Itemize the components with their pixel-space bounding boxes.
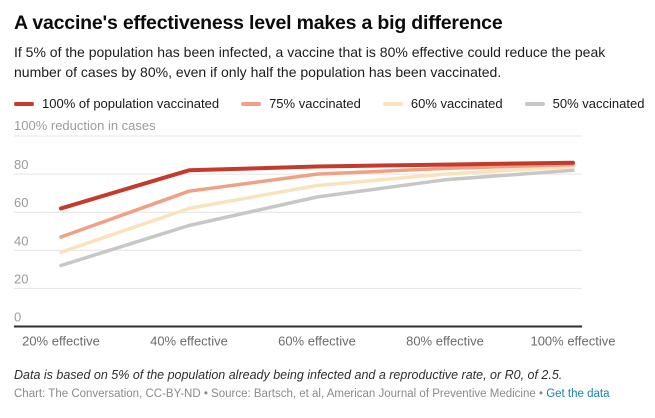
x-axis-label: 100% effective <box>530 333 615 348</box>
x-axis-label: 40% effective <box>150 333 228 348</box>
chart-title: A vaccine's effectiveness level makes a … <box>14 12 503 34</box>
legend-item: 100% of population vaccinated <box>14 96 219 111</box>
footer-note: Data is based on 5% of the population al… <box>14 367 563 382</box>
data-line-50pct-vaccinated <box>59 168 575 267</box>
data-line-100pct-vaccinated <box>59 160 575 210</box>
y-axis-label: 40 <box>14 233 28 248</box>
y-axis-label: 60 <box>14 195 28 210</box>
x-axis-label: 20% effective <box>22 333 100 348</box>
credit-text: Chart: The Conversation, CC-BY-ND • Sour… <box>14 387 547 400</box>
data-line-60pct-vaccinated <box>59 164 575 254</box>
line-chart: 100% reduction in cases 80 60 40 20 0 20% effe… <box>0 118 655 360</box>
legend-item: 50% vaccinated <box>524 96 645 112</box>
legend-swatch-icon <box>241 101 262 106</box>
chart-subtitle: If 5% of the population has been infecte… <box>14 44 606 81</box>
x-axis-label: 80% effective <box>406 333 484 348</box>
data-line-75pct-vaccinated <box>59 162 575 239</box>
legend: 100% of population vaccinated 75% vaccina… <box>14 96 644 112</box>
legend-item: 75% vaccinated <box>241 96 361 111</box>
legend-label: 100% of population vaccinated <box>42 96 220 112</box>
legend-swatch-icon <box>14 101 34 106</box>
legend-label: 60% vaccinated <box>410 96 503 112</box>
y-axis-top-label: 100% reduction in cases <box>14 118 156 133</box>
y-axis-label: 0 <box>14 309 21 324</box>
legend-label: 75% vaccinated <box>269 96 361 112</box>
line-chart-svg: 100% reduction in cases 80 60 40 20 020% effe… <box>14 118 616 348</box>
credit-line: Chart: The Conversation, CC-BY-ND • Sour… <box>14 388 641 400</box>
legend-swatch-icon <box>524 101 545 106</box>
legend-item: 60% vaccinated <box>382 96 503 112</box>
x-axis-label: 60% effective <box>278 333 356 348</box>
legend-swatch-icon <box>382 101 403 106</box>
y-axis-label: 80 <box>14 157 28 172</box>
legend-label: 50% vaccinated <box>552 96 645 112</box>
y-axis-label: 20 <box>14 271 28 286</box>
get-the-data-link[interactable]: Get the data <box>546 387 610 400</box>
